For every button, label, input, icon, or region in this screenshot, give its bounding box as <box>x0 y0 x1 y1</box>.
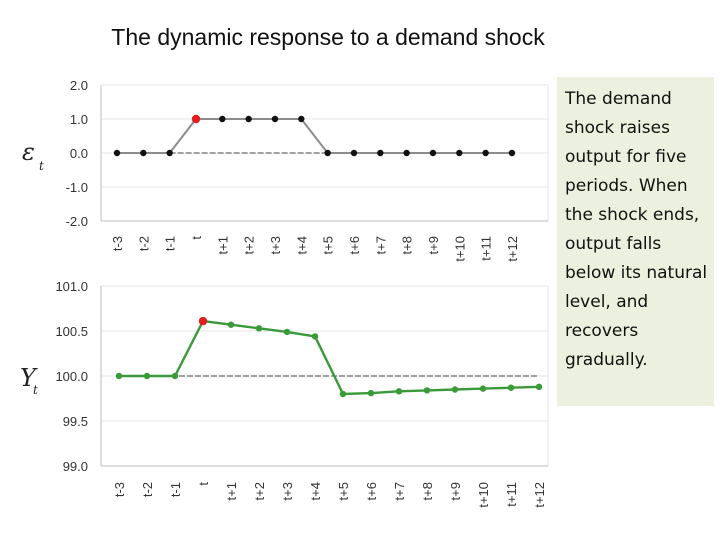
shock-data-point <box>219 115 226 123</box>
shock-data-point <box>166 149 173 157</box>
shock-xtick-label: t+2 <box>242 236 257 254</box>
output-data-point <box>227 321 235 328</box>
output-xtick-label: t+6 <box>364 482 379 500</box>
shock-data-point <box>298 115 305 123</box>
shock-xtick-label: t-2 <box>136 236 151 251</box>
output-data-point <box>171 372 179 380</box>
output-xtick-label: t-1 <box>168 482 183 497</box>
shock-xtick-label: t+9 <box>426 236 441 254</box>
shock-data-point <box>324 149 331 157</box>
output-data-point <box>255 325 263 332</box>
output-ytick-label: 100.5 <box>55 324 88 339</box>
output-shock-point <box>198 316 208 326</box>
shock-data-point <box>508 149 516 157</box>
shock-ytick-label: 0.0 <box>70 146 88 161</box>
output-data-point <box>535 383 543 390</box>
output-ylabel-subscript: t <box>33 383 38 397</box>
output-data-point <box>423 387 431 394</box>
explanation-note: The demand shock raises output for five … <box>557 77 714 406</box>
output-data-point <box>143 372 151 380</box>
output-data-point <box>367 389 375 397</box>
shock-ytick-label: -2.0 <box>66 214 88 229</box>
output-xtick-label: t+8 <box>420 482 435 500</box>
shock-xtick-label: t-1 <box>163 236 178 251</box>
output-data-point <box>507 384 515 391</box>
shock-ylabel-subscript: t <box>39 159 44 173</box>
shock-data-point <box>456 149 463 157</box>
output-ytick-label: 99.0 <box>63 459 88 474</box>
shock-series-line <box>117 118 512 154</box>
output-xtick-label: t+7 <box>392 482 407 500</box>
shock-data-point <box>482 149 489 157</box>
output-xtick-label: t+2 <box>252 482 267 500</box>
shock-data-point <box>403 149 410 157</box>
shock-xtick-label: t <box>189 236 204 240</box>
shock-ytick-label: 2.0 <box>70 78 88 93</box>
output-xtick-label: t+11 <box>504 482 519 507</box>
output-data-point <box>395 388 403 395</box>
shock-data-point <box>429 149 437 157</box>
shock-xtick-label: t+8 <box>400 236 415 254</box>
shock-xtick-label: t+4 <box>294 236 309 254</box>
shock-data-point <box>271 115 279 123</box>
output-ylabel-symbol: Y <box>20 364 38 392</box>
output-xtick-label: t <box>196 482 211 486</box>
shock-xtick-label: t+11 <box>479 236 494 261</box>
shock-xtick-label: t+10 <box>452 236 467 262</box>
output-data-point <box>479 385 487 392</box>
output-xtick-label: t+1 <box>224 482 239 500</box>
output-xtick-label: t+9 <box>448 482 463 500</box>
shock-data-point <box>377 149 384 157</box>
output-ytick-label: 100.0 <box>55 369 88 384</box>
shock-xtick-label: t+5 <box>321 236 336 254</box>
shock-xtick-label: t+6 <box>347 236 362 254</box>
shock-ytick-label: -1.0 <box>66 180 88 195</box>
output-xtick-label: t+10 <box>476 482 491 508</box>
shock-xtick-label: t+12 <box>505 236 520 262</box>
shock-data-point <box>113 149 121 157</box>
output-xtick-label: t+4 <box>308 482 323 500</box>
shock-data-point <box>140 149 147 157</box>
output-xtick-label: t-3 <box>112 482 127 497</box>
output-data-point <box>451 386 459 393</box>
shock-data-point <box>350 149 358 157</box>
output-xtick-label: t+5 <box>336 482 351 500</box>
output-data-point <box>339 390 347 398</box>
shock-xtick-label: t+7 <box>373 236 388 254</box>
shock-xtick-label: t+3 <box>268 236 283 254</box>
output-ytick-label: 99.5 <box>63 414 88 429</box>
shock-xtick-label: t-3 <box>110 236 125 251</box>
output-data-point <box>283 328 291 336</box>
slide-title: The dynamic response to a demand shock <box>111 24 545 50</box>
output-xtick-label: t+3 <box>280 482 295 500</box>
output-data-point <box>115 372 123 380</box>
shock-data-point <box>245 115 252 123</box>
shock-xtick-label: t+1 <box>215 236 230 254</box>
output-xtick-label: t-2 <box>140 482 155 497</box>
shock-ylabel-symbol: ε <box>22 138 35 166</box>
output-series-line <box>119 319 540 396</box>
output-ytick-label: 101.0 <box>55 279 88 294</box>
shock-shock-point <box>191 114 201 124</box>
shock-ytick-label: 1.0 <box>70 112 88 127</box>
output-data-point <box>311 333 319 340</box>
output-xtick-label: t+12 <box>532 482 547 508</box>
